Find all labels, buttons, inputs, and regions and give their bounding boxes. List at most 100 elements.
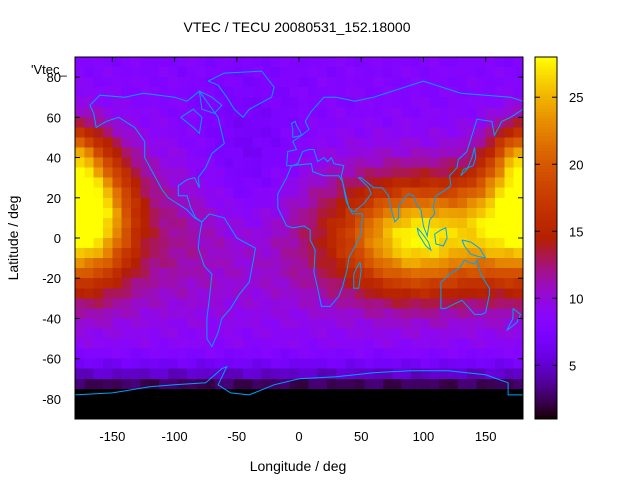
- heatmap-cell: [457, 227, 468, 239]
- heatmap-cell: [383, 127, 393, 138]
- heatmap-cell: [476, 67, 487, 78]
- heatmap-cell: [364, 308, 375, 319]
- heatmap-cell: [103, 338, 113, 350]
- heatmap-cell: [327, 258, 337, 269]
- colorbar-segment: [535, 403, 557, 408]
- heatmap-cell: [233, 278, 244, 289]
- colorbar-segment: [535, 370, 557, 375]
- heatmap-cell: [252, 298, 263, 309]
- colorbar-segment: [535, 322, 557, 326]
- heatmap-cell: [448, 288, 459, 299]
- coastline-baffin-island: [198, 90, 223, 114]
- heatmap-cell: [271, 248, 281, 259]
- heatmap-cell: [476, 338, 487, 350]
- heatmap-cell: [457, 207, 468, 219]
- heatmap-cell: [149, 207, 160, 219]
- heatmap-cell: [159, 207, 169, 219]
- heatmap-cell: [457, 127, 468, 138]
- heatmap-cell: [476, 298, 487, 309]
- heatmap-cell: [401, 288, 412, 299]
- heatmap-cell: [75, 227, 85, 239]
- heatmap-cell: [308, 157, 319, 169]
- heatmap-cell: [140, 308, 151, 319]
- heatmap-cell: [233, 57, 244, 68]
- heatmap-cell: [159, 408, 169, 420]
- heatmap-cell: [355, 408, 365, 420]
- heatmap-cell: [439, 258, 449, 269]
- heatmap-cell: [457, 107, 468, 118]
- heatmap-cell: [177, 107, 188, 118]
- heatmap-cell: [149, 298, 160, 309]
- heatmap-cell: [261, 227, 272, 239]
- x-tick-label: -50: [227, 429, 246, 444]
- heatmap-cell: [149, 87, 160, 98]
- heatmap-cell: [476, 77, 487, 88]
- heatmap-cell: [401, 388, 412, 400]
- heatmap-cell: [411, 398, 421, 410]
- coastline-madagascar: [353, 261, 362, 289]
- heatmap-cell: [485, 157, 496, 169]
- colorbar-segment: [535, 325, 557, 329]
- heatmap-cell: [476, 177, 487, 189]
- heatmap-cell: [159, 268, 169, 279]
- heatmap-cell: [336, 197, 347, 209]
- heatmap-cell: [457, 197, 468, 209]
- heatmap-cell: [411, 137, 421, 148]
- heatmap-cell: [411, 378, 421, 390]
- heatmap-cell: [439, 197, 449, 209]
- heatmap-cell: [196, 127, 207, 138]
- heatmap-cell: [383, 207, 393, 219]
- colorbar-segment: [535, 135, 557, 139]
- heatmap-cell: [131, 338, 141, 350]
- heatmap-cell: [299, 107, 309, 118]
- heatmap-cell: [121, 238, 132, 249]
- heatmap-cell: [140, 217, 151, 229]
- heatmap-cell: [93, 268, 104, 279]
- coastline-sumatra: [416, 227, 432, 252]
- heatmap-cell: [373, 167, 384, 179]
- heatmap-cell: [121, 288, 132, 299]
- heatmap-cell: [93, 278, 104, 289]
- heatmap-cell: [131, 137, 141, 148]
- heatmap-cell: [401, 238, 412, 249]
- heatmap-cell: [168, 288, 179, 299]
- heatmap-cell: [243, 288, 253, 299]
- heatmap-cell: [457, 238, 468, 249]
- heatmap-cell: [308, 187, 319, 199]
- heatmap-cell: [261, 348, 272, 360]
- heatmap-cell: [429, 248, 440, 259]
- heatmap-cell: [149, 147, 160, 158]
- colorbar-segment: [535, 340, 557, 345]
- heatmap-cell: [429, 67, 440, 78]
- heatmap-cell: [504, 167, 515, 179]
- heatmap-cell: [252, 167, 263, 179]
- heatmap-cell: [373, 388, 384, 400]
- heatmap-cell: [177, 207, 188, 219]
- heatmap-cell: [495, 238, 505, 249]
- heatmap-cell: [429, 388, 440, 400]
- heatmap-cell: [177, 268, 188, 279]
- colorbar-segment: [535, 268, 557, 272]
- heatmap-cell: [401, 197, 412, 209]
- heatmap-cell: [429, 117, 440, 128]
- heatmap-cell: [121, 67, 132, 78]
- heatmap-cell: [476, 207, 487, 219]
- heatmap-cell: [317, 318, 328, 329]
- heatmap-cell: [439, 207, 449, 219]
- heatmap-cell: [271, 107, 281, 118]
- heatmap-cell: [205, 378, 216, 390]
- heatmap-cell: [373, 87, 384, 98]
- heatmap-cell: [168, 258, 179, 269]
- heatmap-cell: [299, 187, 309, 199]
- heatmap-cell: [112, 268, 123, 279]
- heatmap-cell: [93, 398, 104, 410]
- heatmap-cell: [196, 368, 207, 380]
- heatmap-cell: [345, 288, 356, 299]
- heatmap-cell: [467, 57, 477, 68]
- heatmap-cell: [252, 368, 263, 380]
- heatmap-cell: [411, 358, 421, 370]
- heatmap-cell: [93, 358, 104, 370]
- heatmap-cell: [364, 177, 375, 189]
- heatmap-cell: [224, 127, 235, 138]
- heatmap-cell: [392, 117, 403, 128]
